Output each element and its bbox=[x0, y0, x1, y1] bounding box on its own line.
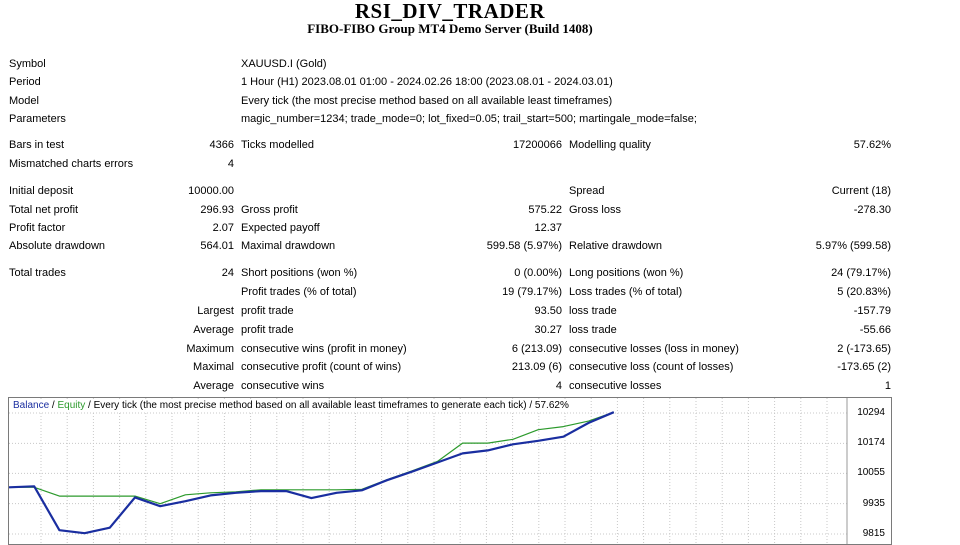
server-subtitle: FIBO-FIBO Group MT4 Demo Server (Build 1… bbox=[307, 21, 593, 36]
max-cons-wins-value: 6 (213.09) bbox=[511, 343, 562, 355]
abs-drawdown-label: Absolute drawdown bbox=[9, 240, 106, 252]
bars-value: 4366 bbox=[209, 139, 234, 151]
quality-value: 57.62% bbox=[853, 139, 891, 151]
legend-description: / Every tick (the most precise method ba… bbox=[85, 400, 569, 411]
abs-drawdown-value: 564.01 bbox=[200, 240, 234, 252]
maximum-label: Maximum bbox=[186, 343, 234, 355]
gross-loss-label: Gross loss bbox=[569, 204, 621, 216]
max-cons-losses-label: consecutive losses (loss in money) bbox=[569, 343, 739, 355]
y-tick-label: 10055 bbox=[857, 467, 885, 479]
model-value: Every tick (the most precise method base… bbox=[241, 95, 613, 107]
symbol-value: XAUUSD.I (Gold) bbox=[241, 58, 327, 70]
bars-label: Bars in test bbox=[9, 139, 65, 151]
maximal-label: Maximal bbox=[193, 361, 234, 373]
mismatch-value: 4 bbox=[227, 158, 234, 170]
largest-profit-label: profit trade bbox=[241, 305, 294, 317]
short-positions-value: 0 (0.00%) bbox=[514, 267, 562, 279]
symbol-label: Symbol bbox=[9, 58, 46, 70]
max-drawdown-label: Maximal drawdown bbox=[241, 240, 336, 252]
profit-trades-label: Profit trades (% of total) bbox=[241, 286, 357, 298]
total-trades-label: Total trades bbox=[9, 267, 66, 279]
equity-line bbox=[9, 411, 614, 505]
parameters-label: Parameters bbox=[9, 113, 66, 125]
long-positions-label: Long positions (won %) bbox=[569, 267, 684, 279]
avg-cons-losses-label: consecutive losses bbox=[569, 380, 662, 392]
report-title: RSI_DIV_TRADER bbox=[354, 0, 546, 23]
largest-profit-value: 93.50 bbox=[534, 305, 562, 317]
legend-balance: Balance bbox=[13, 400, 50, 411]
avg-label: Average bbox=[193, 380, 234, 392]
maximal-cons-loss-value: -173.65 (2) bbox=[837, 361, 891, 373]
average-loss-value: -55.66 bbox=[859, 324, 891, 336]
avg-cons-wins-value: 4 bbox=[555, 380, 562, 392]
gross-profit-value: 575.22 bbox=[528, 204, 562, 216]
ticks-label: Ticks modelled bbox=[241, 139, 314, 151]
chart-legend: Balance / Equity / Every tick (the most … bbox=[13, 400, 569, 412]
balance-equity-chart: Balance / Equity / Every tick (the most … bbox=[8, 397, 892, 545]
ticks-value: 17200066 bbox=[513, 139, 562, 151]
chart-grid bbox=[9, 398, 848, 544]
average-loss-label: loss trade bbox=[569, 324, 617, 336]
maximal-cons-loss-label: consecutive loss (count of losses) bbox=[569, 361, 734, 373]
legend-separator: / bbox=[49, 400, 58, 411]
deposit-value: 10000.00 bbox=[188, 185, 234, 197]
average-profit-label: profit trade bbox=[241, 324, 294, 336]
gross-profit-label: Gross profit bbox=[241, 204, 298, 216]
largest-label: Largest bbox=[197, 305, 234, 317]
profit-factor-value: 2.07 bbox=[212, 222, 234, 234]
spread-label: Spread bbox=[569, 185, 605, 197]
y-tick-label: 10174 bbox=[857, 437, 885, 449]
net-profit-value: 296.93 bbox=[200, 204, 234, 216]
y-tick-label: 10294 bbox=[857, 407, 885, 418]
gross-loss-value: -278.30 bbox=[853, 204, 891, 216]
period-value: 1 Hour (H1) 2023.08.01 01:00 - 2024.02.2… bbox=[241, 76, 613, 88]
maximal-cons-profit-value: 213.09 (6) bbox=[511, 361, 562, 373]
model-label: Model bbox=[9, 95, 39, 107]
profit-factor-label: Profit factor bbox=[9, 222, 66, 234]
net-profit-label: Total net profit bbox=[9, 204, 79, 216]
loss-trades-label: Loss trades (% of total) bbox=[569, 286, 683, 298]
expected-payoff-label: Expected payoff bbox=[241, 222, 320, 234]
spread-value: Current (18) bbox=[831, 185, 891, 197]
total-trades-value: 24 bbox=[221, 267, 234, 279]
mismatch-label: Mismatched charts errors bbox=[9, 158, 134, 170]
max-cons-losses-value: 2 (-173.65) bbox=[837, 343, 891, 355]
max-drawdown-value: 599.58 (5.97%) bbox=[486, 240, 562, 252]
rel-drawdown-label: Relative drawdown bbox=[569, 240, 662, 252]
max-cons-wins-label: consecutive wins (profit in money) bbox=[241, 343, 407, 355]
y-tick-label: 9935 bbox=[862, 497, 885, 509]
parameters-value: magic_number=1234; trade_mode=0; lot_fix… bbox=[241, 113, 697, 125]
average-profit-value: 30.27 bbox=[534, 324, 562, 336]
balance-line bbox=[9, 411, 615, 535]
quality-label: Modelling quality bbox=[569, 139, 651, 151]
long-positions-value: 24 (79.17%) bbox=[831, 267, 891, 279]
period-label: Period bbox=[9, 76, 41, 88]
profit-trades-value: 19 (79.17%) bbox=[502, 286, 562, 298]
rel-drawdown-value: 5.97% (599.58) bbox=[815, 240, 891, 252]
largest-loss-value: -157.79 bbox=[853, 305, 891, 317]
short-positions-label: Short positions (won %) bbox=[241, 267, 358, 279]
largest-loss-label: loss trade bbox=[569, 305, 617, 317]
loss-trades-value: 5 (20.83%) bbox=[837, 286, 891, 298]
legend-equity: Equity bbox=[57, 400, 86, 411]
deposit-label: Initial deposit bbox=[9, 185, 74, 197]
y-tick-label: 9815 bbox=[862, 528, 885, 539]
chart-canvas bbox=[9, 398, 848, 544]
chart-series bbox=[9, 411, 615, 535]
expected-payoff-value: 12.37 bbox=[534, 222, 562, 234]
average-label: Average bbox=[193, 324, 234, 336]
avg-cons-losses-value: 1 bbox=[884, 380, 891, 392]
maximal-cons-profit-label: consecutive profit (count of wins) bbox=[241, 361, 402, 373]
avg-cons-wins-label: consecutive wins bbox=[241, 380, 325, 392]
